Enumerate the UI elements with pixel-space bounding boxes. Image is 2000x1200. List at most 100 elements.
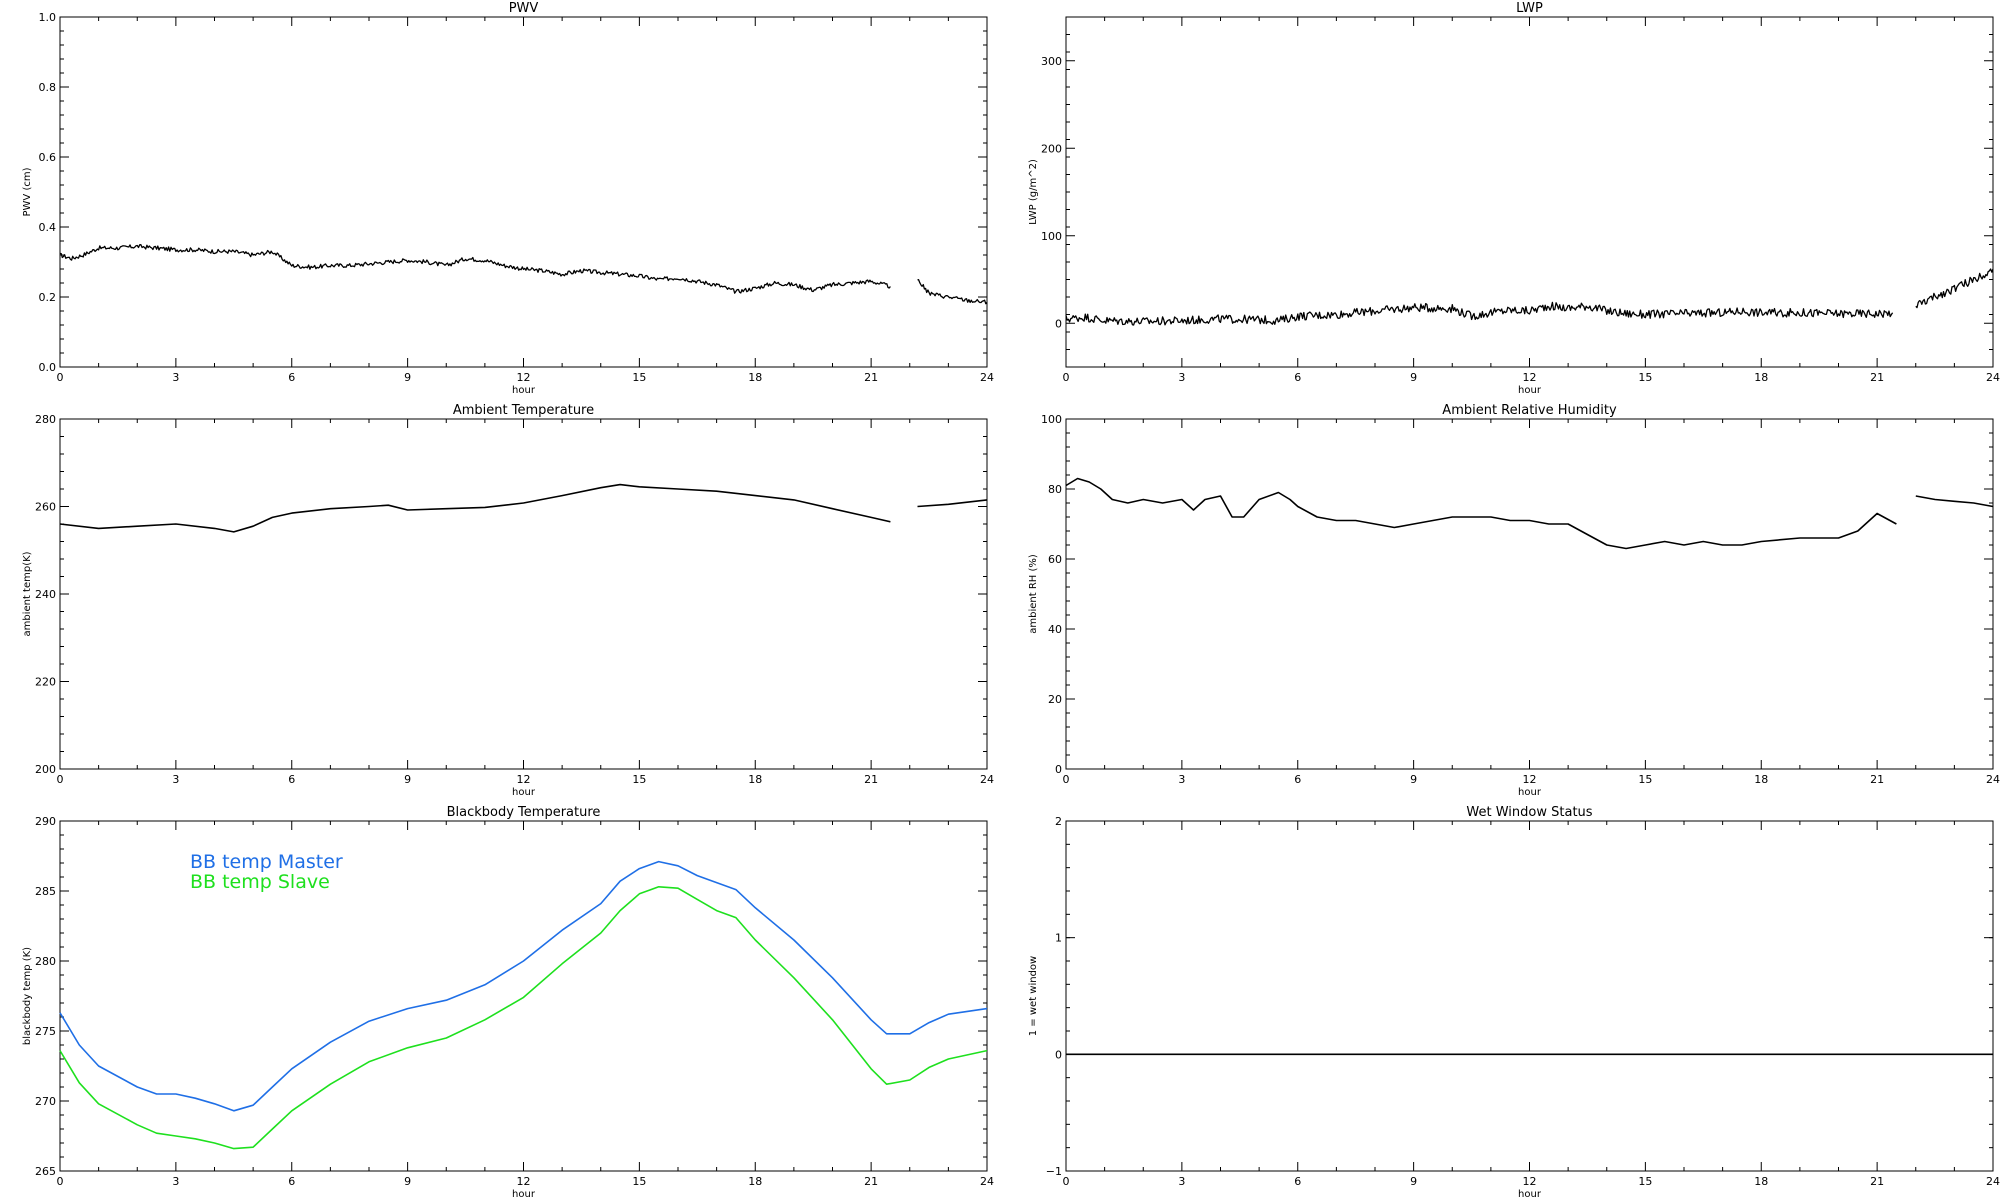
- x-tick-label: 3: [172, 1175, 179, 1188]
- x-tick-label: 24: [1986, 773, 2000, 786]
- x-tick-label: 0: [57, 1175, 64, 1188]
- x-tick-label: 12: [1523, 773, 1537, 786]
- x-tick-label: 18: [1754, 773, 1768, 786]
- y-axis-label: 1 = wet window: [1028, 956, 1039, 1036]
- x-axis-label: hour: [1518, 787, 1542, 798]
- x-tick-label: 6: [1294, 773, 1301, 786]
- x-tick-label: 3: [1178, 371, 1185, 384]
- x-tick-label: 18: [748, 371, 762, 384]
- y-tick-label: 280: [35, 413, 56, 426]
- y-tick-label: 0.2: [39, 291, 57, 304]
- legend-entry-1: BB temp Master: [190, 851, 343, 873]
- y-axis-label: PWV (cm): [22, 167, 33, 216]
- y-tick-label: 0.4: [39, 221, 57, 234]
- x-tick-label: 3: [172, 773, 179, 786]
- y-tick-label: 0: [1055, 1048, 1062, 1061]
- x-tick-label: 21: [864, 1175, 878, 1188]
- x-tick-label: 21: [1870, 1175, 1884, 1188]
- plot-frame: [59, 418, 988, 770]
- x-axis-label: hour: [512, 385, 536, 396]
- x-tick-label: 21: [864, 773, 878, 786]
- series-line-1-segment-1: [59, 483, 891, 533]
- x-tick-label: 15: [632, 371, 646, 384]
- x-tick-label: 18: [748, 1175, 762, 1188]
- x-tick-label: 24: [1986, 1175, 2000, 1188]
- plot-frame: [59, 16, 988, 368]
- chart-title: Ambient Temperature: [453, 403, 594, 418]
- x-tick-label: 0: [1063, 371, 1070, 384]
- x-tick-label: 6: [288, 1175, 295, 1188]
- plot-frame: [1065, 418, 1994, 770]
- x-axis-label: hour: [1518, 385, 1542, 396]
- y-tick-label: 200: [35, 763, 56, 776]
- x-tick-label: 15: [632, 773, 646, 786]
- x-tick-label: 24: [980, 773, 994, 786]
- chart-panel-4: Ambient Relative Humidity 0 3 6 9 12 15 18 21 24 h…: [1028, 403, 2000, 798]
- x-tick-label: 24: [980, 371, 994, 384]
- series-line-1-segment-2: [1915, 268, 1994, 309]
- x-tick-label: 18: [748, 773, 762, 786]
- x-axis-label: hour: [1518, 1189, 1542, 1200]
- x-tick-label: 6: [1294, 371, 1301, 384]
- y-tick-label: 0.8: [39, 81, 57, 94]
- legend-entry-2: BB temp Slave: [190, 871, 330, 893]
- y-tick-label: 290: [35, 815, 56, 828]
- chart-title: PWV: [509, 1, 539, 16]
- y-tick-label: 1: [1055, 932, 1062, 945]
- x-tick-label: 3: [172, 371, 179, 384]
- y-tick-label: 1.0: [39, 11, 57, 24]
- series-line-2-segment-1: [59, 886, 988, 1150]
- y-tick-label: 0.0: [39, 361, 57, 374]
- x-tick-label: 15: [632, 1175, 646, 1188]
- x-tick-label: 3: [1178, 1175, 1185, 1188]
- x-tick-label: 6: [1294, 1175, 1301, 1188]
- series-line-1-segment-1: [1065, 301, 1894, 326]
- x-tick-label: 0: [57, 773, 64, 786]
- series-line-1-segment-2: [917, 279, 988, 305]
- x-tick-label: 24: [1986, 371, 2000, 384]
- x-tick-label: 15: [1638, 371, 1652, 384]
- y-axis-label: blackbody temp (K): [22, 947, 33, 1045]
- series-line-1-segment-2: [917, 499, 988, 508]
- series-line-1-segment-1: [59, 860, 988, 1112]
- y-tick-label: 220: [35, 676, 56, 689]
- x-tick-label: 9: [404, 371, 411, 384]
- y-tick-label: −1: [1046, 1165, 1062, 1178]
- x-tick-label: 9: [1410, 371, 1417, 384]
- y-tick-label: 285: [35, 885, 56, 898]
- y-tick-label: 270: [35, 1095, 56, 1108]
- y-tick-label: 265: [35, 1165, 56, 1178]
- x-tick-label: 15: [1638, 1175, 1652, 1188]
- y-tick-label: 0: [1055, 763, 1062, 776]
- y-tick-label: 0: [1055, 317, 1062, 330]
- y-tick-label: 40: [1048, 623, 1062, 636]
- chart-title: Ambient Relative Humidity: [1442, 403, 1617, 418]
- y-tick-label: 300: [1041, 55, 1062, 68]
- chart-panel-3: Ambient Temperature 0 3 6 9 12 15 18 21 24 hour 200…: [22, 403, 994, 798]
- x-tick-label: 24: [980, 1175, 994, 1188]
- x-tick-label: 18: [1754, 1175, 1768, 1188]
- x-tick-label: 18: [1754, 371, 1768, 384]
- x-tick-label: 12: [517, 1175, 531, 1188]
- series-line-1-segment-1: [1065, 477, 1897, 550]
- x-tick-label: 12: [1523, 371, 1537, 384]
- x-tick-label: 0: [1063, 773, 1070, 786]
- x-tick-label: 3: [1178, 773, 1185, 786]
- x-tick-label: 15: [1638, 773, 1652, 786]
- chart-title: LWP: [1516, 1, 1543, 16]
- x-tick-label: 9: [404, 773, 411, 786]
- chart-panel-5: Blackbody Temperature 0 3 6 9 12 15 18 21 24 hour 2…: [22, 805, 994, 1200]
- y-tick-label: 100: [1041, 230, 1062, 243]
- y-axis-label: ambient temp(K): [22, 551, 33, 636]
- chart-panel-2: LWP 0 3 6 9 12 15 18 21 24 hour 0 100 200 300 LWP (g/m^…: [1028, 1, 2000, 396]
- series-line-1-segment-1: [59, 244, 891, 294]
- y-tick-label: 80: [1048, 483, 1062, 496]
- x-tick-label: 21: [864, 371, 878, 384]
- x-tick-label: 9: [1410, 1175, 1417, 1188]
- x-tick-label: 6: [288, 773, 295, 786]
- x-tick-label: 9: [1410, 773, 1417, 786]
- x-tick-label: 21: [1870, 773, 1884, 786]
- plot-frame: [1065, 820, 1994, 1172]
